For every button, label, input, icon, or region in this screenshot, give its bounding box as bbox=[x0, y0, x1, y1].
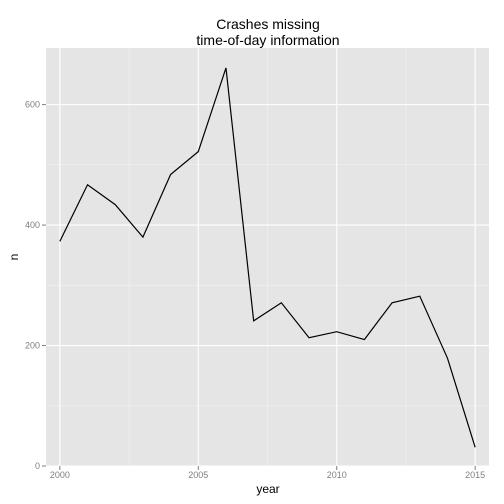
y-tick-label: 0 bbox=[35, 461, 40, 471]
x-tick-label: 2005 bbox=[188, 470, 208, 480]
chart-title-line-2: time-of-day information bbox=[196, 32, 339, 48]
x-tick-label: 2015 bbox=[465, 470, 485, 480]
minor-grid bbox=[46, 48, 489, 466]
y-axis: 0 200 400 600 bbox=[25, 100, 46, 471]
x-tick-label: 2010 bbox=[327, 470, 347, 480]
y-tick-label: 600 bbox=[25, 100, 40, 110]
y-tick-label: 200 bbox=[25, 341, 40, 351]
major-grid bbox=[46, 48, 489, 467]
chart-title-line-1: Crashes missing bbox=[216, 16, 319, 32]
y-tick-label: 400 bbox=[25, 220, 40, 230]
x-axis: 2000 2005 2010 2015 bbox=[50, 466, 485, 480]
y-axis-title: n bbox=[7, 254, 21, 261]
x-tick-label: 2000 bbox=[50, 470, 70, 480]
x-axis-title: year bbox=[256, 482, 279, 496]
series-line bbox=[59, 67, 476, 448]
